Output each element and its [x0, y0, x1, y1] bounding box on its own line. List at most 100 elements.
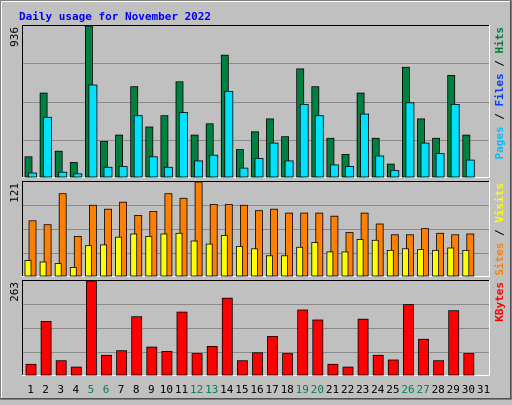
hits-files-pages-bar-files-day-29: [450, 104, 460, 178]
visits-sites-side-legend-separator: /: [493, 223, 506, 243]
kbytes-bar-kbytes-day-9: [146, 346, 158, 376]
x-axis-label-day-2: 2: [42, 383, 49, 396]
chart-title: Daily usage for November 2022: [19, 10, 211, 23]
visits-sites-side-legend-sites: Sites: [493, 243, 506, 276]
kbytes-bar-kbytes-day-24: [372, 354, 384, 376]
visits-sites-bar-sites-day-2: [39, 261, 47, 277]
visits-sites-bar-sites-day-9: [145, 235, 153, 277]
x-axis-label-day-28: 28: [432, 383, 445, 396]
kbytes-bar-kbytes-day-6: [101, 354, 112, 376]
kbytes-bar-kbytes-day-27: [418, 338, 429, 376]
x-axis-label-day-18: 18: [281, 383, 294, 396]
hits-files-pages-bar-files-day-15: [239, 167, 249, 178]
visits-sites-bar-sites-day-15: [235, 246, 243, 277]
kbytes-bar-kbytes-day-11: [176, 311, 188, 376]
kbytes-bar-kbytes-day-4: [70, 366, 82, 376]
visits-sites-side-legend: Sites / Visits: [493, 183, 506, 276]
x-axis-label-day-3: 3: [57, 383, 64, 396]
visits-sites-side-legend-visits: Visits: [493, 183, 506, 223]
hits-files-pages-bar-files-day-25: [390, 170, 400, 178]
visits-sites-bar-sites-day-17: [266, 255, 273, 277]
hits-files-pages-bar-files-day-18: [284, 160, 294, 178]
x-axis-label-day-13: 13: [205, 383, 218, 396]
x-axis-label-day-30: 30: [462, 383, 475, 396]
visits-sites-bar-sites-day-19: [296, 246, 304, 277]
hits-files-pages-bar-files-day-28: [435, 153, 445, 178]
x-axis-label-day-1: 1: [27, 383, 34, 396]
kbytes-bar-kbytes-day-16: [252, 352, 263, 376]
hits-files-pages-bar-files-day-21: [329, 164, 339, 178]
x-axis-label-day-4: 4: [72, 383, 79, 396]
hits-files-pages-bar-files-day-5: [88, 84, 98, 178]
hits-files-pages-bar-files-day-11: [179, 112, 188, 178]
hits-files-pages-bar-files-day-2: [43, 116, 52, 178]
x-axis-label-day-25: 25: [386, 383, 399, 396]
kbytes-bar-kbytes-day-21: [327, 363, 339, 376]
hits-files-pages-y-max-label: 936: [8, 27, 21, 47]
hits-files-pages-side-legend-separator: /: [493, 107, 506, 127]
kbytes-side-legend: KBytes: [493, 282, 506, 322]
hits-files-pages-side-legend-hits: Hits: [493, 27, 506, 54]
kbytes-bar-kbytes-day-1: [25, 363, 37, 376]
visits-sites-y-max-label: 121: [8, 183, 21, 203]
visits-sites-bar-sites-day-29: [447, 247, 455, 277]
kbytes-bar-kbytes-day-17: [267, 335, 278, 376]
hits-files-pages-bar-files-day-26: [405, 102, 415, 178]
hits-files-pages-bar-files-day-3: [58, 171, 68, 178]
visits-sites-bar-visits-day-4: [73, 235, 82, 277]
kbytes-bar-kbytes-day-13: [206, 345, 218, 376]
kbytes-bar-kbytes-day-22: [342, 366, 354, 376]
kbytes-bar-kbytes-day-28: [433, 360, 445, 376]
x-axis-label-day-24: 24: [371, 383, 385, 396]
visits-sites-bar-sites-day-4: [69, 267, 77, 277]
visits-sites-bar-visits-day-5: [89, 204, 97, 277]
kbytes-bar-kbytes-day-14: [221, 297, 233, 376]
visits-sites-bar-sites-day-23: [356, 239, 364, 277]
hits-files-pages-bar-files-day-12: [194, 160, 204, 178]
kbytes-bar-kbytes-day-26: [402, 304, 414, 376]
visits-sites-bar-sites-day-14: [220, 235, 228, 277]
x-axis-label-day-12: 12: [190, 383, 203, 396]
x-axis-label-day-9: 9: [148, 383, 155, 396]
x-axis-label-day-31: 31: [477, 383, 490, 396]
hits-files-pages-bar-files-day-8: [133, 115, 143, 178]
x-axis-label-day-7: 7: [118, 383, 125, 396]
kbytes-bar-kbytes-day-19: [297, 309, 309, 376]
hits-files-pages-bar-files-day-9: [148, 156, 158, 178]
visits-sites-bar-sites-day-3: [54, 263, 62, 277]
x-axis-label-day-20: 20: [311, 383, 324, 396]
kbytes-bar-kbytes-day-25: [387, 359, 399, 376]
visits-sites-bar-sites-day-28: [432, 249, 440, 277]
kbytes-bar-kbytes-day-23: [357, 318, 369, 376]
hits-files-pages-bar-files-day-16: [254, 157, 264, 178]
kbytes-bar-kbytes-day-29: [448, 310, 460, 376]
hits-files-pages-bar-files-day-20: [314, 115, 324, 178]
hits-files-pages-bar-files-day-10: [163, 166, 173, 178]
visits-sites-bar-sites-day-18: [281, 255, 289, 277]
x-axis-label-day-14: 14: [220, 383, 234, 396]
visits-sites-bar-sites-day-24: [371, 239, 379, 277]
x-axis-label-day-16: 16: [250, 383, 263, 396]
hits-files-pages-bar-files-day-17: [269, 142, 279, 178]
visits-sites-bar-sites-day-12: [190, 240, 198, 277]
x-axis-label-day-26: 26: [401, 383, 414, 396]
visits-sites-bar-visits-day-15: [239, 204, 248, 277]
visits-sites-bar-sites-day-10: [160, 233, 168, 277]
kbytes-bar-kbytes-day-10: [161, 350, 173, 376]
kbytes-bar-kbytes-day-7: [116, 350, 127, 376]
hits-files-pages-bar-files-day-24: [375, 155, 385, 178]
x-axis-label-day-15: 15: [235, 383, 248, 396]
hits-files-pages-bar-files-day-13: [209, 154, 219, 178]
x-axis-label-day-10: 10: [160, 383, 173, 396]
hits-files-pages-side-legend-pages: Pages: [493, 126, 506, 159]
visits-sites-bar-visits-day-1: [28, 220, 37, 277]
x-axis-label-day-22: 22: [341, 383, 354, 396]
kbytes-bar-kbytes-day-30: [463, 353, 475, 376]
x-axis-label-day-11: 11: [175, 383, 188, 396]
hits-files-pages-side-legend: Pages / Files / Hits: [493, 27, 506, 160]
kbytes-bar-kbytes-day-8: [131, 316, 143, 376]
kbytes-bar-kbytes-day-3: [55, 360, 67, 376]
visits-sites-bar-sites-day-11: [175, 232, 183, 277]
hits-files-pages-bar-files-day-4: [73, 173, 83, 178]
